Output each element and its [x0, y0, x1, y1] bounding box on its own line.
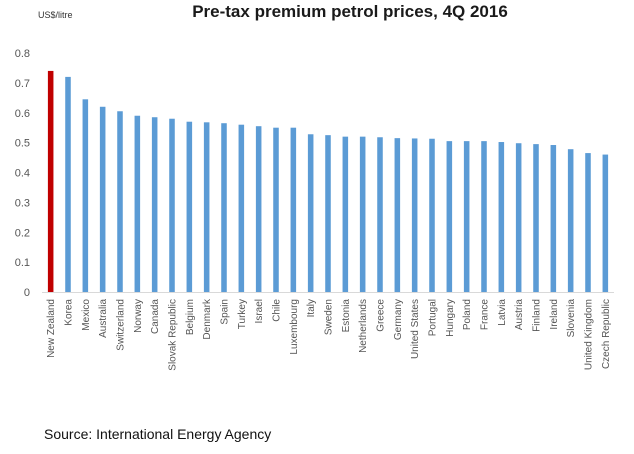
x-tick-label: United States [410, 299, 421, 359]
bar-greece [377, 137, 383, 292]
bar-belgium [186, 121, 193, 293]
x-tick-label: Canada [150, 299, 161, 334]
x-tick-label: Spain [220, 299, 231, 325]
bar-sweden [325, 135, 331, 292]
x-tick-label: Finland [532, 299, 543, 332]
bars [47, 70, 609, 293]
bar-portugal [429, 138, 435, 292]
bar-israel [255, 126, 262, 292]
bar-slovak-republic [169, 118, 175, 292]
x-axis-tick-labels: New Zealand Korea Mexico Australia Switzerla… [46, 298, 612, 371]
x-tick-label: Hungary [445, 299, 456, 337]
x-tick-label: Australia [98, 299, 109, 338]
bar-netherlands [359, 136, 366, 292]
bar-ireland [550, 145, 557, 292]
x-tick-label: Latvia [497, 299, 508, 326]
y-axis-unit-label: US$/litre [38, 10, 73, 20]
x-tick-label: Ireland [549, 299, 560, 330]
bar-spain [221, 123, 227, 292]
x-tick-label: Czech Republic [601, 299, 612, 369]
bar-latvia [498, 142, 505, 292]
bar-norway [134, 115, 141, 292]
x-tick-label: Greece [376, 299, 387, 332]
x-tick-label: Portugal [428, 299, 439, 336]
x-tick-label: Sweden [324, 299, 335, 335]
bar-germany [394, 138, 401, 292]
x-tick-label: Netherlands [358, 299, 369, 353]
bar-czech-republic [602, 154, 609, 292]
x-tick-label: Germany [393, 299, 404, 340]
y-tick-label: 0.7 [15, 78, 30, 90]
x-tick-label: Austria [514, 299, 525, 331]
x-tick-label: Italy [306, 299, 317, 317]
bar-poland [463, 141, 470, 292]
x-tick-label: Chile [272, 299, 283, 322]
x-tick-label: New Zealand [46, 299, 57, 358]
y-tick-label: 0.5 [15, 138, 30, 150]
x-tick-label: Slovak Republic [168, 299, 179, 371]
x-tick-label: Mexico [81, 299, 92, 331]
y-tick-label: 0.1 [15, 257, 30, 269]
x-tick-label: Denmark [202, 298, 213, 340]
bar-australia [99, 106, 106, 293]
bar-italy [307, 134, 314, 292]
chart-title: Pre-tax premium petrol prices, 4Q 2016 [192, 2, 508, 21]
x-tick-label: United Kingdom [584, 299, 595, 370]
x-tick-label: Korea [64, 299, 75, 326]
bar-mexico [82, 99, 89, 293]
x-tick-label: Belgium [185, 299, 196, 335]
x-tick-label: France [480, 299, 491, 331]
y-tick-label: 0.8 [15, 48, 30, 60]
bar-slovenia [567, 149, 574, 292]
source-note: Source: International Energy Agency [44, 426, 272, 442]
x-tick-label: Israel [254, 299, 265, 323]
y-tick-label: 0.4 [15, 168, 30, 180]
bar-france [481, 141, 487, 292]
x-tick-label: Norway [133, 299, 144, 333]
x-tick-label: Switzerland [116, 299, 127, 351]
bar-canada [151, 117, 158, 292]
y-tick-label: 0.6 [15, 108, 30, 120]
bar-finland [533, 144, 539, 292]
bar-hungary [446, 141, 453, 292]
x-tick-label: Slovenia [566, 299, 577, 338]
bar-austria [515, 143, 522, 292]
y-tick-label: 0.3 [15, 197, 30, 209]
bar-switzerland [117, 111, 123, 292]
bar-chile [273, 127, 279, 292]
bar-estonia [342, 136, 349, 292]
x-tick-label: Poland [462, 299, 473, 330]
bar-denmark [203, 122, 210, 292]
bar-turkey [238, 124, 245, 292]
y-tick-label: 0.2 [15, 227, 30, 239]
x-tick-label: Luxembourg [289, 299, 300, 355]
bar-united-kingdom [585, 153, 591, 292]
bar-luxembourg [290, 127, 297, 292]
y-axis-ticks: 0 0.1 0.2 0.3 0.4 0.5 0.6 0.7 0.8 [15, 48, 30, 299]
x-tick-label: Turkey [237, 299, 248, 329]
x-tick-label: Estonia [341, 299, 352, 333]
bar-new-zealand [47, 70, 54, 292]
bar-korea [65, 76, 71, 293]
y-tick-label: 0 [24, 287, 30, 299]
bar-united-states [411, 138, 418, 292]
